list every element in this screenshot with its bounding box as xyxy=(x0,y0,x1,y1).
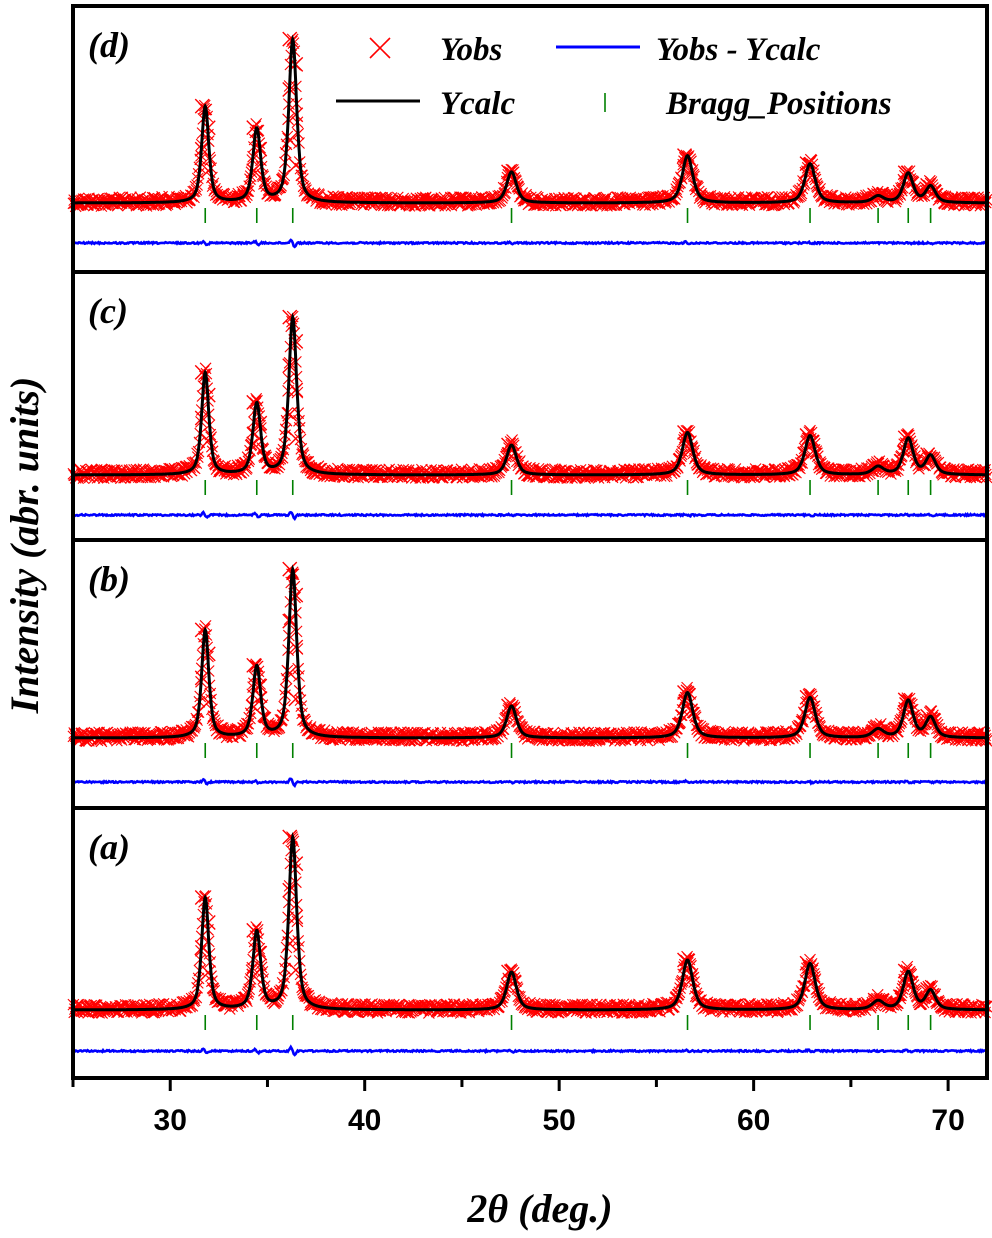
diff-line xyxy=(72,777,988,789)
panel-label: (d) xyxy=(88,25,130,65)
legend-label-yobs: Yobs xyxy=(440,32,502,68)
panel-a: (a) xyxy=(67,806,992,1080)
legend-label-ycalc: Ycalc xyxy=(440,86,515,122)
panels-group: (d) (c) (b) (a) xyxy=(67,4,992,1080)
yobs-marker xyxy=(683,972,699,988)
yobs-peak-markers xyxy=(194,829,936,1008)
yobs-marker xyxy=(200,433,216,449)
legend-entry-yobs: Yobs xyxy=(369,32,502,68)
x-tick-label: 60 xyxy=(737,1104,770,1137)
bragg-ticks xyxy=(204,208,932,223)
legend-label-diff: Yobs - Ycalc xyxy=(656,32,821,68)
x-axis: 30 40 50 60 70 xyxy=(71,1078,965,1137)
panel-frame xyxy=(71,270,989,542)
x-tick-label: 50 xyxy=(542,1104,575,1137)
bragg-ticks xyxy=(204,743,932,758)
yobs-marker xyxy=(282,132,298,148)
panel-c: (c) xyxy=(67,270,992,542)
diff-line xyxy=(72,509,988,521)
legend-label-bragg: Bragg_Positions xyxy=(665,86,892,122)
ycalc-line xyxy=(73,564,987,740)
panel-label: (c) xyxy=(88,291,128,331)
yobs-marker xyxy=(246,436,262,452)
yobs-peak-markers xyxy=(194,561,936,736)
ycalc-line xyxy=(73,34,987,205)
bragg-ticks xyxy=(204,1015,932,1030)
yobs-marker xyxy=(246,968,262,984)
yobs-marker xyxy=(920,981,936,997)
legend: Yobs Yobs - Ycalc Ycalc Bragg_Positions xyxy=(336,32,892,122)
panel-d: (d) xyxy=(67,4,992,274)
ycalc-line xyxy=(73,832,987,1012)
yobs-marker xyxy=(246,699,262,715)
ycalc-line xyxy=(73,312,987,477)
panel-frame xyxy=(71,806,989,1080)
legend-entry-bragg: Bragg_Positions xyxy=(604,86,892,122)
y-axis-title: Intensity (abr. units) xyxy=(2,377,47,715)
legend-entry-ycalc: Ycalc xyxy=(336,86,515,122)
yobs-marker xyxy=(246,163,262,179)
diff-line xyxy=(72,1044,989,1057)
panel-label: (a) xyxy=(88,827,130,867)
bragg-ticks xyxy=(204,480,932,495)
yobs-marker xyxy=(282,665,298,681)
x-tick-label: 30 xyxy=(154,1104,187,1137)
panel-label: (b) xyxy=(88,559,130,599)
diff-line xyxy=(72,238,988,249)
panel-frame xyxy=(71,4,989,274)
yobs-peak-markers xyxy=(194,309,936,474)
yobs-marker xyxy=(282,935,298,951)
x-tick-label: 40 xyxy=(348,1104,381,1137)
x-axis-title: 2θ (deg.) xyxy=(466,1186,612,1231)
panel-b: (b) xyxy=(67,538,992,810)
x-tick-label: 70 xyxy=(931,1104,964,1137)
yobs-marker xyxy=(282,406,298,422)
yobs-marker xyxy=(920,177,936,193)
legend-entry-diff: Yobs - Ycalc xyxy=(556,32,821,68)
